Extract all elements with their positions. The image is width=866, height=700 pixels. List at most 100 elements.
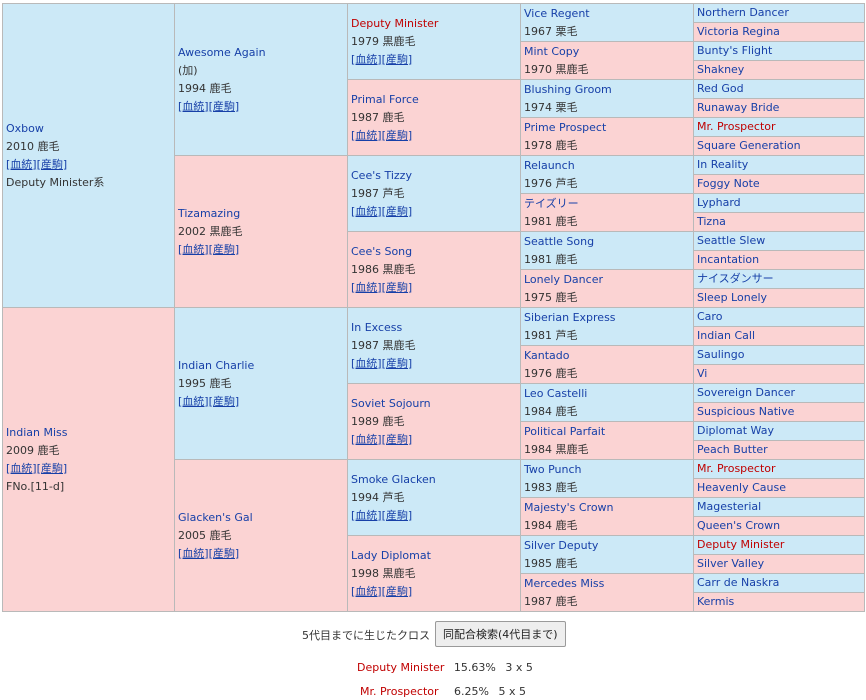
horse-name-link[interactable]: Soviet Sojourn bbox=[351, 396, 431, 410]
horse-name-link[interactable]: Majesty's Crown bbox=[524, 500, 614, 514]
horse-name-link[interactable]: Smoke Glacken bbox=[351, 472, 436, 486]
horse-name-link[interactable]: Siberian Express bbox=[524, 310, 616, 324]
pedigree-link[interactable]: [血統] bbox=[178, 394, 209, 408]
horse-name-link[interactable]: Diplomat Way bbox=[697, 424, 774, 437]
birth-year-color: 1985 鹿毛 bbox=[524, 556, 578, 570]
offspring-link[interactable]: [産駒] bbox=[381, 128, 413, 142]
horse-name-link[interactable]: Indian Charlie bbox=[178, 358, 255, 372]
pedigree-link[interactable]: [血統] bbox=[178, 546, 209, 560]
pedigree-link[interactable]: [血統] bbox=[351, 432, 382, 446]
horse-name-link[interactable]: Glacken's Gal bbox=[178, 510, 253, 524]
horse-name-link[interactable]: Mr. Prospector bbox=[697, 462, 776, 475]
horse-name-link[interactable]: Peach Butter bbox=[697, 443, 768, 456]
horse-name-link[interactable]: Silver Deputy bbox=[524, 538, 599, 552]
offspring-link[interactable]: [産駒] bbox=[36, 157, 68, 171]
offspring-link[interactable]: [産駒] bbox=[381, 584, 413, 598]
pedigree-link[interactable]: [血統] bbox=[351, 584, 382, 598]
horse-name-link[interactable]: Deputy Minister bbox=[697, 538, 785, 551]
offspring-link[interactable]: [産駒] bbox=[381, 432, 413, 446]
pedigree-link[interactable]: [血統] bbox=[351, 280, 382, 294]
horse-name-link[interactable]: Mint Copy bbox=[524, 44, 580, 58]
horse-name-link[interactable]: Blushing Groom bbox=[524, 82, 612, 96]
birth-year-color: 2005 鹿毛 bbox=[178, 528, 232, 542]
horse-name-link[interactable]: Political Parfait bbox=[524, 424, 606, 438]
pedigree-link[interactable]: [血統] bbox=[351, 204, 382, 218]
offspring-link[interactable]: [産駒] bbox=[381, 508, 413, 522]
pedigree-link[interactable]: [血統] bbox=[178, 242, 209, 256]
horse-name-link[interactable]: Kantado bbox=[524, 348, 570, 362]
horse-name-link[interactable]: Mr. Prospector bbox=[697, 120, 776, 133]
pedigree-link[interactable]: [血統] bbox=[178, 99, 209, 113]
horse-name-link[interactable]: Seattle Slew bbox=[697, 234, 766, 247]
pedigree-link[interactable]: [血統] bbox=[351, 128, 382, 142]
horse-name-link[interactable]: Awesome Again bbox=[178, 45, 266, 59]
horse-name-link[interactable]: Carr de Naskra bbox=[697, 576, 780, 589]
horse-name-link[interactable]: Indian Call bbox=[697, 329, 755, 342]
horse-name-link[interactable]: In Reality bbox=[697, 158, 749, 171]
horse-name-link[interactable]: Silver Valley bbox=[697, 557, 765, 570]
horse-name-link[interactable]: Cee's Song bbox=[351, 244, 413, 258]
horse-name-link[interactable]: Heavenly Cause bbox=[697, 481, 786, 494]
offspring-link[interactable]: [産駒] bbox=[208, 242, 240, 256]
horse-name-link[interactable]: Seattle Song bbox=[524, 234, 595, 248]
pedigree-offspring-links: [血統][産駒] bbox=[351, 51, 517, 69]
pedigree-link[interactable]: [血統] bbox=[6, 461, 37, 475]
offspring-link[interactable]: [産駒] bbox=[36, 461, 68, 475]
horse-name-link[interactable]: Lady Diplomat bbox=[351, 548, 431, 562]
horse-name-link[interactable]: テイズリー bbox=[524, 196, 579, 210]
horse-name-link[interactable]: Mercedes Miss bbox=[524, 576, 605, 590]
horse-name-link[interactable]: Victoria Regina bbox=[697, 25, 780, 38]
horse-name-link[interactable]: Northern Dancer bbox=[697, 6, 789, 19]
offspring-link[interactable]: [産駒] bbox=[381, 204, 413, 218]
pedigree-link[interactable]: [血統] bbox=[6, 157, 37, 171]
offspring-link[interactable]: [産駒] bbox=[208, 394, 240, 408]
offspring-link[interactable]: [産駒] bbox=[208, 546, 240, 560]
horse-name-link[interactable]: Foggy Note bbox=[697, 177, 760, 190]
horse-name-link[interactable]: Leo Castelli bbox=[524, 386, 588, 400]
horse-name-link[interactable]: Incantation bbox=[697, 253, 760, 266]
offspring-link[interactable]: [産駒] bbox=[381, 52, 413, 66]
pedigree-link[interactable]: [血統] bbox=[351, 52, 382, 66]
horse-name-link[interactable]: Saulingo bbox=[697, 348, 745, 361]
horse-name-link[interactable]: Square Generation bbox=[697, 139, 801, 152]
pedigree-cell-gen2: Tizamazing 2002 黒鹿毛 [血統][産駒] bbox=[174, 155, 348, 308]
cross-horse-link[interactable]: Mr. Prospector bbox=[360, 685, 439, 698]
horse-name-link[interactable]: Tizamazing bbox=[178, 206, 241, 220]
horse-name-link[interactable]: Lyphard bbox=[697, 196, 741, 209]
offspring-link[interactable]: [産駒] bbox=[381, 280, 413, 294]
cross-horse-link[interactable]: Deputy Minister bbox=[357, 661, 445, 674]
same-breeding-search-button[interactable]: 同配合検索(4代目まで) bbox=[435, 621, 566, 647]
horse-name-link[interactable]: Prime Prospect bbox=[524, 120, 607, 134]
horse-name-link[interactable]: Lonely Dancer bbox=[524, 272, 603, 286]
horse-name-link[interactable]: Deputy Minister bbox=[351, 16, 439, 30]
horse-name-link[interactable]: Red God bbox=[697, 82, 744, 95]
horse-name-link[interactable]: ナイスダンサー bbox=[697, 272, 774, 285]
horse-name-link[interactable]: Two Punch bbox=[524, 462, 582, 476]
horse-name-link[interactable]: In Excess bbox=[351, 320, 403, 334]
pedigree-cell-gen5: Victoria Regina bbox=[693, 22, 865, 42]
horse-name-link[interactable]: Vi bbox=[697, 367, 708, 380]
pedigree-link[interactable]: [血統] bbox=[351, 508, 382, 522]
offspring-link[interactable]: [産駒] bbox=[208, 99, 240, 113]
pedigree-cell-gen5: Caro bbox=[693, 307, 865, 327]
horse-name-link[interactable]: Primal Force bbox=[351, 92, 419, 106]
horse-name-link[interactable]: Queen's Crown bbox=[697, 519, 781, 532]
horse-name-link[interactable]: Relaunch bbox=[524, 158, 575, 172]
horse-name-link[interactable]: Tizna bbox=[697, 215, 726, 228]
horse-name-link[interactable]: Indian Miss bbox=[6, 425, 68, 439]
horse-name-link[interactable]: Kermis bbox=[697, 595, 735, 608]
offspring-link[interactable]: [産駒] bbox=[381, 356, 413, 370]
horse-name-link[interactable]: Sleep Lonely bbox=[697, 291, 768, 304]
horse-name-link[interactable]: Bunty's Flight bbox=[697, 44, 773, 57]
horse-name-link[interactable]: Cee's Tizzy bbox=[351, 168, 412, 182]
horse-name-link[interactable]: Vice Regent bbox=[524, 6, 590, 20]
horse-name-link[interactable]: Oxbow bbox=[6, 121, 44, 135]
horse-name-link[interactable]: Shakney bbox=[697, 63, 745, 76]
pedigree-link[interactable]: [血統] bbox=[351, 356, 382, 370]
pedigree-cell-gen5: Red God bbox=[693, 79, 865, 99]
horse-name-link[interactable]: Magesterial bbox=[697, 500, 762, 513]
horse-name-link[interactable]: Caro bbox=[697, 310, 723, 323]
horse-name-link[interactable]: Sovereign Dancer bbox=[697, 386, 796, 399]
horse-name-link[interactable]: Suspicious Native bbox=[697, 405, 795, 418]
horse-name-link[interactable]: Runaway Bride bbox=[697, 101, 780, 114]
